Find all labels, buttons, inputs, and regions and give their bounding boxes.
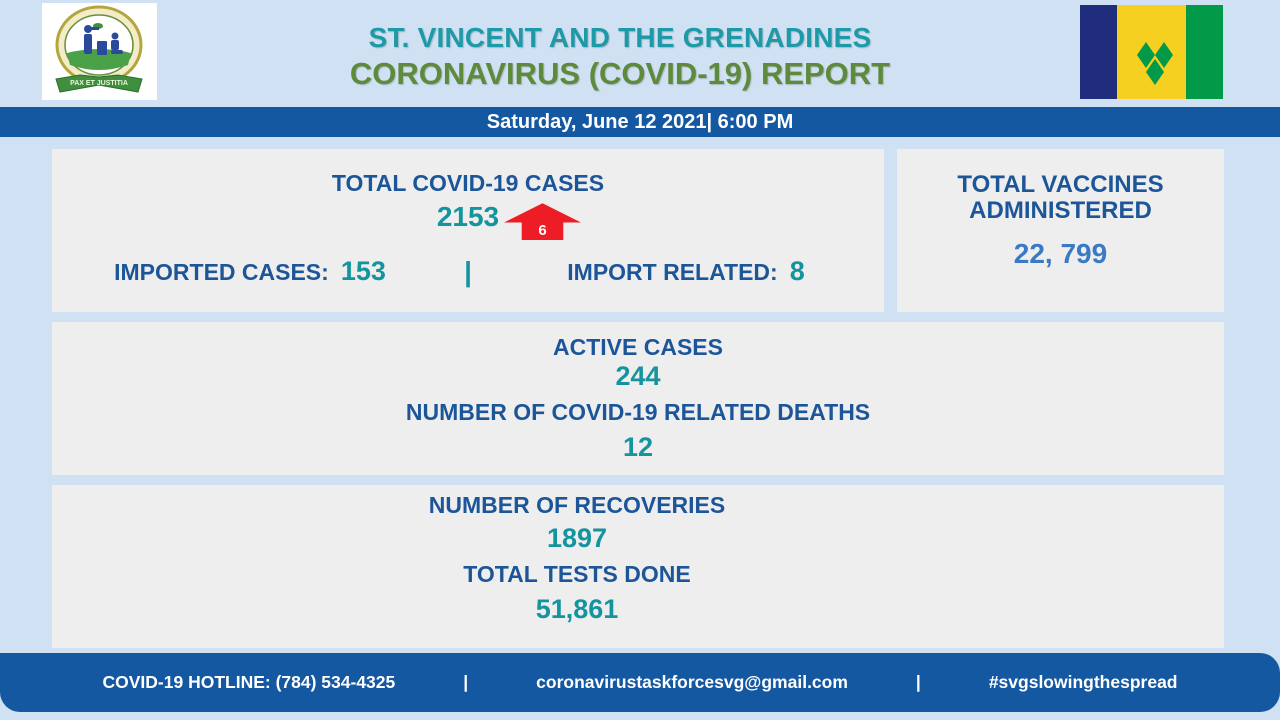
footer-separator-2: | bbox=[915, 672, 921, 692]
imported-cases-value: 153 bbox=[340, 256, 386, 287]
decor-triangle-left-blue-icon bbox=[0, 148, 38, 232]
import-related-value: 8 bbox=[789, 256, 805, 287]
total-cases-panel: TOTAL COVID-19 CASES 2153 6 IMPORTED CAS… bbox=[52, 149, 884, 312]
logo-motto-text: PAX ET JUSTITIA bbox=[70, 80, 128, 87]
hotline-text: COVID-19 HOTLINE: (784) 534-4325 bbox=[102, 672, 396, 692]
active-cases-panel: ACTIVE CASES 244 NUMBER OF COVID-19 RELA… bbox=[52, 322, 1224, 475]
import-related-label: IMPORT RELATED: bbox=[567, 259, 778, 286]
imported-cases-label: IMPORTED CASES: bbox=[114, 259, 329, 286]
decor-triangle-right-blue-icon bbox=[1242, 208, 1280, 278]
date-banner: Saturday, June 12 2021| 6:00 PM bbox=[0, 107, 1280, 137]
footer-contact-bar: COVID-19 HOTLINE: (784) 534-4325 | coron… bbox=[0, 653, 1280, 712]
decor-triangle-left-yellow-icon bbox=[0, 349, 38, 433]
decor-triangle-left-green-icon bbox=[0, 513, 38, 597]
vaccines-title-line2: ADMINISTERED bbox=[969, 197, 1152, 225]
coat-of-arms-icon: PAX ET JUSTITIA bbox=[42, 3, 157, 100]
hashtag-text: #svgslowingthespread bbox=[988, 672, 1178, 692]
vaccines-panel: TOTAL VACCINES ADMINISTERED 22, 799 bbox=[897, 149, 1224, 312]
tests-value: 51,861 bbox=[535, 594, 619, 625]
total-cases-value: 2153 bbox=[436, 201, 500, 233]
import-related-group: IMPORT RELATED: 8 bbox=[488, 257, 884, 287]
tests-label: TOTAL TESTS DONE bbox=[463, 560, 691, 587]
coat-of-arms-logo: PAX ET JUSTITIA bbox=[42, 3, 157, 100]
active-cases-value: 244 bbox=[615, 361, 661, 392]
page-title-line1: ST. VINCENT AND THE GRENADINES bbox=[368, 22, 872, 53]
imported-cases-group: IMPORTED CASES: 153 bbox=[52, 257, 448, 287]
recoveries-panel: NUMBER OF RECOVERIES 1897 TOTAL TESTS DO… bbox=[52, 485, 1224, 648]
email-text: coronavirustaskforcesvg@gmail.com bbox=[536, 672, 848, 692]
footer-separator-1: | bbox=[463, 672, 469, 692]
active-cases-label: ACTIVE CASES bbox=[553, 334, 723, 360]
deaths-label: NUMBER OF COVID-19 RELATED DEATHS bbox=[405, 398, 871, 425]
divider-bar: | bbox=[464, 256, 472, 288]
decor-triangle-right-yellow-icon bbox=[1242, 387, 1280, 457]
recoveries-value: 1897 bbox=[546, 523, 608, 554]
daily-increase-value: 6 bbox=[538, 222, 547, 240]
decor-triangle-right-green-icon bbox=[1242, 565, 1280, 635]
imported-cases-row: IMPORTED CASES: 153 | IMPORT RELATED: 8 bbox=[52, 256, 884, 288]
increase-up-arrow-icon: 6 bbox=[504, 203, 581, 241]
deaths-value: 12 bbox=[622, 432, 654, 463]
flag-icon bbox=[1080, 5, 1223, 99]
svg-flag bbox=[1080, 5, 1223, 99]
total-cases-title: TOTAL COVID-19 CASES bbox=[331, 170, 605, 196]
total-cases-value-row: 2153 6 bbox=[52, 201, 884, 241]
page-title-line2: CORONAVIRUS (COVID-19) REPORT bbox=[349, 56, 891, 91]
page-title: ST. VINCENT AND THE GRENADINES CORONAVIR… bbox=[200, 22, 1040, 92]
recoveries-label: NUMBER OF RECOVERIES bbox=[428, 492, 726, 518]
vaccines-value: 22, 799 bbox=[1013, 237, 1108, 269]
vaccines-title-line1: TOTAL VACCINES bbox=[957, 171, 1164, 198]
